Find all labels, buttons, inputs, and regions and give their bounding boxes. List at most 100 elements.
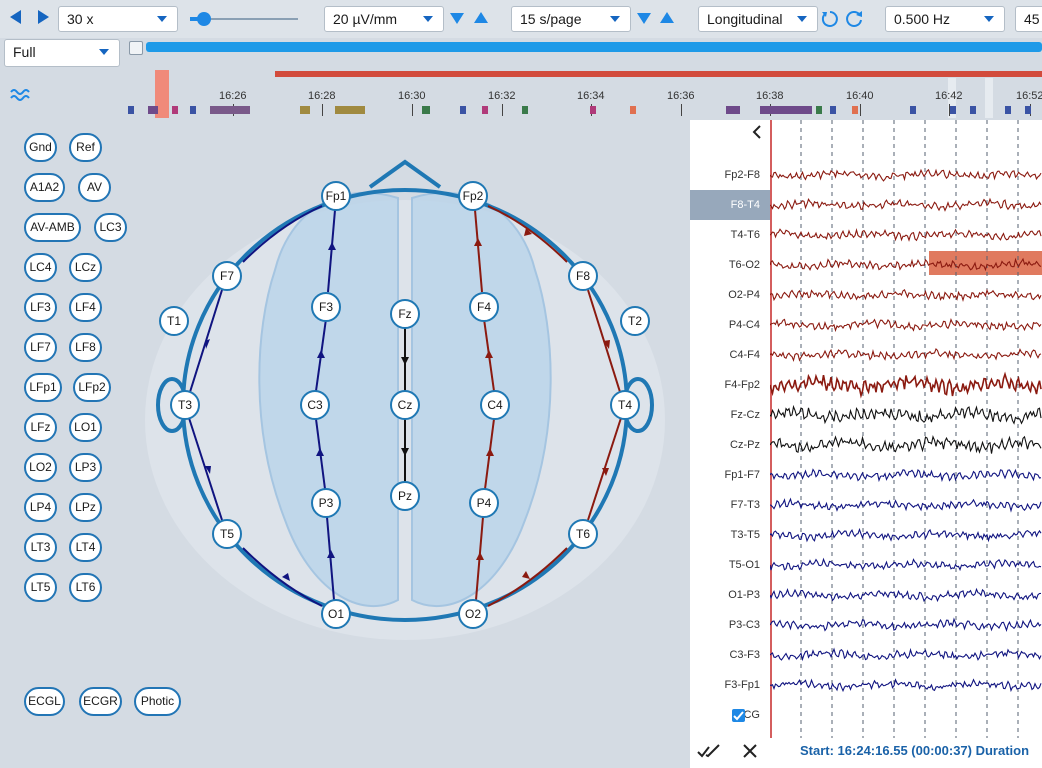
event-marker[interactable]: [210, 106, 250, 114]
event-marker[interactable]: [460, 106, 466, 114]
annotation-highlight[interactable]: [929, 251, 1042, 275]
electrode-t3[interactable]: T3: [170, 390, 200, 420]
electrode-button[interactable]: Ref: [69, 133, 102, 162]
electrode-t5[interactable]: T5: [212, 519, 242, 549]
electrode-button[interactable]: LF4: [69, 293, 102, 322]
electrode-button[interactable]: LP3: [69, 453, 102, 482]
waves-icon[interactable]: [10, 88, 32, 102]
channel-label-selected[interactable]: F8-T4: [690, 190, 770, 220]
electrode-button[interactable]: LP4: [24, 493, 57, 522]
event-marker[interactable]: [816, 106, 822, 114]
electrode-button[interactable]: Gnd: [24, 133, 57, 162]
channel-label[interactable]: T3-T5: [730, 529, 760, 541]
event-marker[interactable]: [970, 106, 976, 114]
next-page-icon[interactable]: [38, 10, 49, 24]
electrode-t6[interactable]: T6: [568, 519, 598, 549]
confirm-all-icon[interactable]: [697, 743, 721, 759]
event-marker[interactable]: [422, 106, 430, 114]
electrode-t2[interactable]: T2: [620, 306, 650, 336]
electrode-button[interactable]: LT3: [24, 533, 57, 562]
sensitivity-select[interactable]: 20 µV/mm: [324, 6, 444, 32]
event-marker[interactable]: [335, 106, 365, 114]
filter-select[interactable]: 0.500 Hz: [885, 6, 1005, 32]
electrode-f7[interactable]: F7: [212, 261, 242, 291]
expand-icon[interactable]: [129, 41, 143, 55]
electrode-c4[interactable]: C4: [480, 390, 510, 420]
electrode-button[interactable]: LC3: [94, 213, 127, 242]
event-marker[interactable]: [300, 106, 310, 114]
event-marker[interactable]: [1005, 106, 1011, 114]
recording-progress-bar[interactable]: [146, 42, 1042, 52]
sensitivity-increase-icon[interactable]: [474, 12, 488, 23]
timebase-increase-icon[interactable]: [660, 12, 674, 23]
event-marker[interactable]: [148, 106, 158, 114]
event-marker[interactable]: [1025, 106, 1031, 114]
collapse-panel-icon[interactable]: [748, 124, 766, 140]
electrode-c3[interactable]: C3: [300, 390, 330, 420]
electrode-p4[interactable]: P4: [469, 488, 499, 518]
electrode-button[interactable]: ECGR: [79, 687, 122, 716]
electrode-button[interactable]: ECGL: [24, 687, 65, 716]
electrode-t1[interactable]: T1: [159, 306, 189, 336]
eeg-traces[interactable]: [770, 120, 1042, 738]
electrode-button[interactable]: LT6: [69, 573, 102, 602]
channel-label[interactable]: T6-O2: [728, 259, 760, 271]
timeline[interactable]: 16:26 16:28 16:30 16:32 16:34 16:36 16:3…: [0, 68, 1042, 120]
electrode-button[interactable]: LFp2: [73, 373, 111, 402]
event-marker[interactable]: [950, 106, 956, 114]
ecg-checkbox[interactable]: [732, 709, 745, 722]
channel-label[interactable]: T5-O1: [728, 559, 760, 571]
electrode-f8[interactable]: F8: [568, 261, 598, 291]
electrode-button[interactable]: LT4: [69, 533, 102, 562]
electrode-button[interactable]: LCz: [69, 253, 102, 282]
rotate-left-icon[interactable]: [820, 9, 840, 29]
close-icon[interactable]: [742, 743, 758, 759]
electrode-button[interactable]: LFp1: [24, 373, 62, 402]
event-marker[interactable]: [155, 70, 169, 118]
electrode-f4[interactable]: F4: [469, 292, 499, 322]
electrode-button[interactable]: A1A2: [24, 173, 65, 202]
event-marker[interactable]: [482, 106, 488, 114]
montage-select[interactable]: Longitudinal: [698, 6, 818, 32]
event-marker[interactable]: [760, 106, 812, 114]
electrode-button[interactable]: Photic: [134, 687, 181, 716]
timebase-select[interactable]: 15 s/page: [511, 6, 631, 32]
channel-label[interactable]: O1-P3: [728, 589, 760, 601]
electrode-button[interactable]: LO2: [24, 453, 57, 482]
view-mode-select[interactable]: Full: [4, 39, 120, 67]
electrode-button[interactable]: LT5: [24, 573, 57, 602]
electrode-button[interactable]: LC4: [24, 253, 57, 282]
event-marker[interactable]: [172, 106, 178, 114]
channel-label[interactable]: C3-F3: [729, 649, 760, 661]
refresh-icon[interactable]: [844, 9, 864, 29]
electrode-button[interactable]: LPz: [69, 493, 102, 522]
channel-label[interactable]: T4-T6: [730, 229, 760, 241]
notch-select[interactable]: 45: [1015, 6, 1042, 32]
event-marker[interactable]: [128, 106, 134, 114]
speed-slider-track[interactable]: [190, 18, 298, 20]
channel-label[interactable]: F3-Fp1: [724, 679, 760, 691]
electrode-pz[interactable]: Pz: [390, 481, 420, 511]
timebase-decrease-icon[interactable]: [637, 13, 651, 24]
speed-select[interactable]: 30 x: [58, 6, 178, 32]
electrode-fz[interactable]: Fz: [390, 299, 420, 329]
channel-label[interactable]: O2-P4: [728, 289, 760, 301]
event-marker[interactable]: [852, 106, 858, 114]
event-marker[interactable]: [726, 106, 740, 114]
channel-label[interactable]: F7-T3: [730, 499, 760, 511]
electrode-button[interactable]: AV: [78, 173, 111, 202]
annotation-range-bar[interactable]: [275, 71, 1042, 77]
channel-label[interactable]: Fz-Cz: [730, 409, 760, 421]
event-marker[interactable]: [830, 106, 836, 114]
electrode-button[interactable]: AV-AMB: [24, 213, 81, 242]
channel-label[interactable]: Fp1-F7: [724, 469, 760, 481]
event-marker[interactable]: [910, 106, 916, 114]
electrode-button[interactable]: LFz: [24, 413, 57, 442]
electrode-f3[interactable]: F3: [311, 292, 341, 322]
electrode-o2[interactable]: O2: [458, 599, 488, 629]
channel-label[interactable]: Fp2-F8: [724, 169, 760, 181]
electrode-fp2[interactable]: Fp2: [458, 181, 488, 211]
electrode-button[interactable]: LF7: [24, 333, 57, 362]
sensitivity-decrease-icon[interactable]: [450, 13, 464, 24]
channel-label[interactable]: F4-Fp2: [724, 379, 760, 391]
